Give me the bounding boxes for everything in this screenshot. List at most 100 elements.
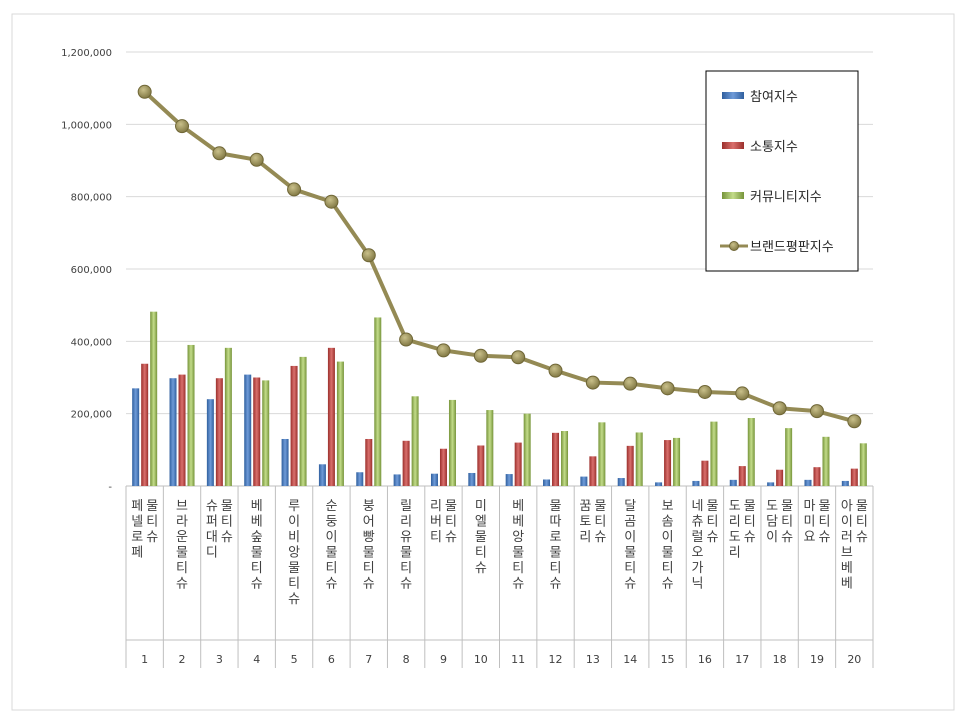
community-bar (224, 347, 232, 486)
participation-bar (318, 464, 326, 486)
category-table: 페 넬 로 페물 티 슈 1 브 라 운 물 티 슈 2 슈 퍼 대 디물 티 슈 3 베 베 숲 물 티 슈 4 루 이 비 앙 물 티 슈 5 순 둥… (125, 486, 874, 668)
y-tick-label: 1,000,000 (61, 120, 112, 131)
legend-swatch (722, 92, 744, 99)
rank-label: 6 (328, 653, 335, 666)
category-label: 꿈 토 리물 티 슈 (579, 499, 606, 545)
community-bar (747, 418, 755, 486)
participation-bar (244, 374, 252, 486)
y-tick-label: 400,000 (71, 337, 112, 348)
reputation-point (660, 381, 675, 396)
rank-label: 19 (810, 653, 824, 666)
legend-label: 브랜드평판지수 (750, 240, 834, 255)
communication-bar (626, 445, 634, 486)
reputation-point (735, 386, 750, 401)
reputation-point (436, 343, 451, 358)
community-bar (859, 443, 867, 486)
participation-bar (132, 388, 140, 486)
communication-bar (514, 442, 522, 486)
reputation-point (399, 332, 414, 347)
communication-bar (701, 460, 709, 486)
rank-label: 1 (141, 653, 148, 666)
legend-label: 참여지수 (750, 90, 798, 105)
y-tick-label: 200,000 (71, 410, 112, 421)
rank-label: 10 (474, 653, 488, 666)
rank-label: 17 (735, 653, 749, 666)
community-bar (374, 317, 382, 486)
communication-bar (178, 374, 186, 486)
reputation-point (548, 363, 563, 378)
reputation-point (697, 384, 712, 399)
community-bar (785, 428, 793, 486)
rank-label: 20 (847, 653, 861, 666)
reputation-point (772, 401, 787, 416)
participation-bar (580, 476, 588, 486)
category-label: 슈 퍼 대 디물 티 슈 (206, 499, 233, 561)
category-label: 아 이 러 브 베 베물 티 슈 (841, 499, 868, 592)
reputation-point (623, 376, 638, 391)
communication-bar (738, 466, 746, 486)
community-bar (299, 356, 307, 486)
participation-bar (804, 479, 812, 486)
participation-bar (430, 473, 438, 486)
reputation-point (175, 119, 190, 134)
rank-label: 3 (216, 653, 223, 666)
legend-label: 커뮤니티지수 (750, 190, 822, 205)
participation-bar (169, 378, 177, 486)
legend-label: 소통지수 (750, 140, 798, 155)
community-bar (486, 410, 494, 486)
community-bar (598, 422, 606, 486)
communication-bar (813, 467, 821, 486)
y-tick-label: 1,200,000 (61, 48, 112, 59)
community-bar (336, 361, 344, 486)
y-tick-label: 600,000 (71, 265, 112, 276)
legend-marker (729, 241, 739, 251)
rank-label: 15 (661, 653, 675, 666)
communication-bar (589, 456, 597, 486)
category-label: 페 넬 로 페물 티 슈 (131, 499, 158, 561)
communication-bar (402, 440, 410, 486)
participation-bar (356, 472, 364, 486)
communication-bar (664, 440, 672, 486)
participation-bar (206, 399, 214, 486)
rank-label: 8 (403, 653, 410, 666)
communication-bar (253, 377, 261, 486)
legend-swatch (722, 142, 744, 149)
rank-label: 18 (773, 653, 787, 666)
reputation-point (847, 414, 862, 429)
community-bar (710, 421, 718, 486)
category-label: 도 담 이물 티 슈 (766, 499, 793, 545)
participation-bar (767, 482, 775, 486)
communication-bar (141, 363, 149, 486)
reputation-point (809, 404, 824, 419)
community-bar (187, 344, 195, 486)
participation-bar (393, 474, 401, 486)
category-label: 리 버 티물 티 슈 (430, 499, 457, 545)
community-bar (150, 311, 158, 486)
communication-bar (215, 378, 223, 486)
rank-label: 9 (440, 653, 447, 666)
participation-bar (468, 472, 476, 486)
communication-bar (290, 365, 298, 486)
rank-label: 2 (179, 653, 186, 666)
rank-label: 11 (511, 653, 525, 666)
legend-box (705, 70, 859, 272)
participation-bar (841, 480, 849, 486)
communication-bar (327, 347, 335, 486)
rank-label: 12 (549, 653, 563, 666)
community-bar (523, 413, 531, 486)
community-bar (561, 431, 569, 486)
participation-bar (281, 438, 289, 486)
y-tick-label: - (108, 482, 112, 493)
category-label: 마 미 요물 티 슈 (803, 499, 830, 545)
y-axis-ticks: - 200,000 400,000 600,000 800,000 1,000,000 1,… (61, 48, 112, 493)
reputation-point (249, 152, 264, 167)
participation-bar (505, 474, 513, 486)
rank-label: 13 (586, 653, 600, 666)
rank-label: 4 (253, 653, 260, 666)
